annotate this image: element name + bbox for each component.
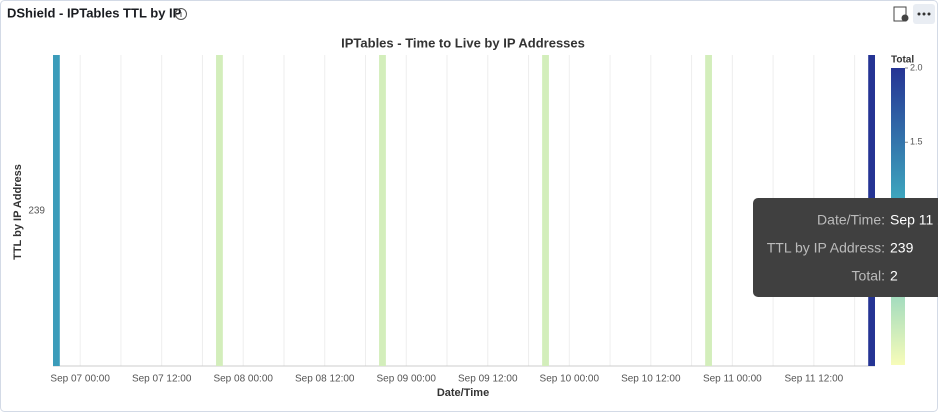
- heatmap-cell: [542, 55, 549, 366]
- y-tick-label: 239: [28, 206, 45, 217]
- tooltip-label: Total:: [852, 268, 885, 284]
- tooltip-label: TTL by IP Address:: [767, 240, 885, 256]
- inspect-icon[interactable]: [893, 6, 907, 22]
- tooltip: Date/Time: Sep 11 2 TTL by IP Address: 239 T…: [753, 198, 938, 297]
- x-tick-label: Sep 09 00:00: [377, 374, 437, 385]
- tooltip-value: 2: [890, 268, 898, 284]
- chart-title: IPTables - Time to Live by IP Addresses: [341, 35, 585, 50]
- x-axis-title: Date/Time: [437, 387, 489, 399]
- heatmap-cell: [379, 55, 386, 366]
- panel-title: DShield - IPTables TTL by IP: [7, 5, 182, 20]
- tooltip-box: [753, 198, 938, 297]
- x-tick-label: Sep 08 12:00: [295, 374, 355, 385]
- dot: [917, 12, 921, 16]
- x-tick-label: Sep 10 12:00: [621, 374, 681, 385]
- color-tick-label: 2.0: [910, 62, 923, 72]
- x-tick-label: Sep 07 12:00: [132, 374, 192, 385]
- tooltip-label: Date/Time:: [817, 212, 885, 228]
- legend-title: Total: [891, 55, 914, 66]
- dot: [922, 12, 926, 16]
- heatmap-cell: [216, 55, 223, 366]
- tooltip-value: Sep 11 2: [890, 212, 938, 228]
- heatmap-cell: [705, 55, 712, 366]
- inspect-badge: [901, 14, 909, 22]
- info-icon[interactable]: [175, 8, 187, 20]
- x-tick-label: Sep 09 12:00: [458, 374, 518, 385]
- x-tick-label: Sep 08 00:00: [213, 374, 273, 385]
- x-tick-label: Sep 11 12:00: [784, 374, 843, 385]
- dot: [927, 12, 931, 16]
- heatmap-cell: [53, 55, 60, 366]
- x-tick-label: Sep 11 00:00: [703, 374, 762, 385]
- x-tick-label: Sep 07 00:00: [50, 374, 110, 385]
- y-axis-title: TTL by IP Address: [12, 164, 24, 260]
- color-tick-label: 1.5: [910, 137, 923, 147]
- tooltip-value: 239: [890, 240, 914, 256]
- x-tick-label: Sep 10 00:00: [540, 374, 600, 385]
